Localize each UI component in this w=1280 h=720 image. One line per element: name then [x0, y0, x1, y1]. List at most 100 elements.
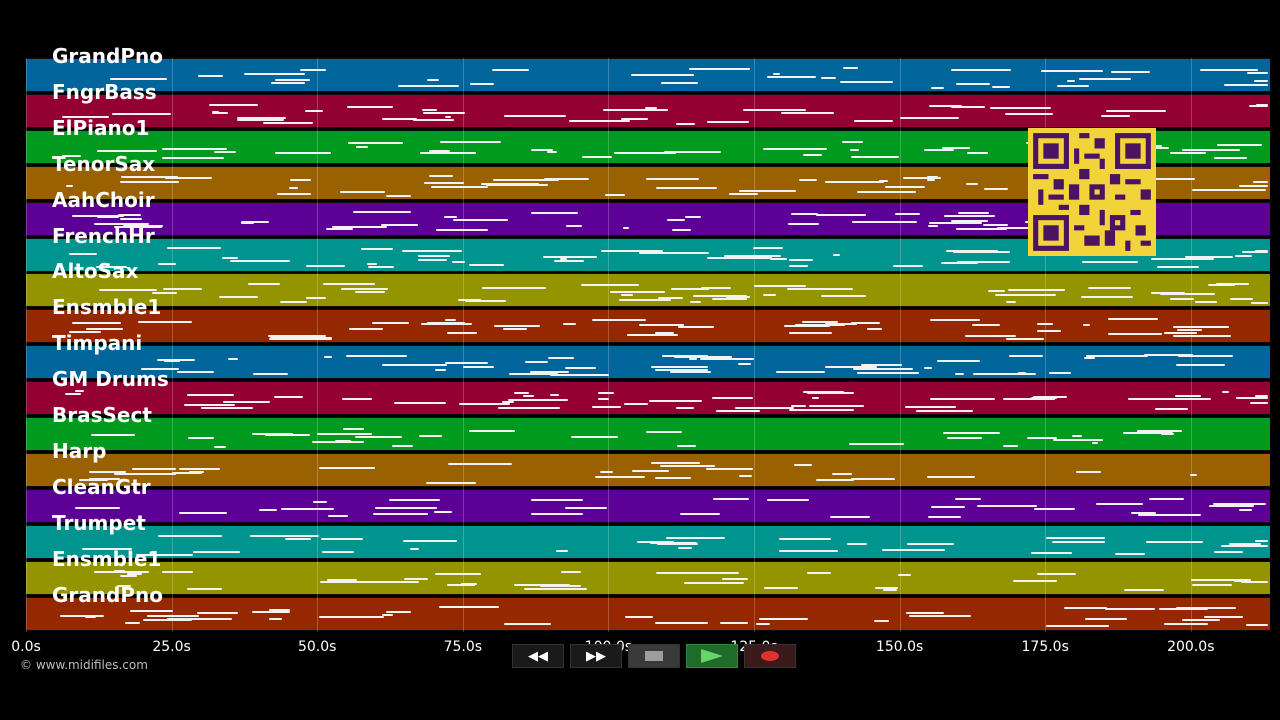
note-mark	[683, 581, 744, 584]
note-mark	[645, 107, 658, 110]
note-mark	[394, 401, 446, 404]
track-lane	[26, 560, 1270, 595]
note-mark	[595, 475, 645, 478]
note-mark	[619, 298, 672, 301]
note-mark	[929, 222, 983, 225]
note-mark	[930, 398, 996, 401]
note-mark	[458, 299, 481, 302]
note-mark	[688, 67, 751, 70]
note-mark	[630, 74, 695, 77]
track-label: CleanGtr	[52, 474, 151, 499]
note-mark	[417, 258, 447, 261]
note-mark	[271, 81, 305, 84]
note-mark	[156, 359, 196, 362]
time-tick-label: 75.0s	[443, 639, 483, 655]
note-mark	[324, 356, 332, 359]
note-mark	[655, 186, 718, 189]
note-mark	[1075, 471, 1102, 474]
play-icon	[701, 649, 723, 663]
note-mark	[111, 113, 172, 116]
note-mark	[791, 405, 806, 408]
note-mark	[158, 535, 223, 538]
note-mark	[152, 292, 177, 295]
note-mark	[852, 221, 917, 224]
play-button[interactable]	[686, 644, 738, 668]
note-mark	[361, 247, 394, 250]
note-mark	[842, 67, 858, 70]
note-mark	[564, 367, 597, 370]
note-mark	[525, 361, 548, 364]
note-mark	[952, 250, 1010, 253]
note-mark	[893, 264, 923, 267]
note-mark	[372, 321, 410, 324]
note-mark	[177, 371, 214, 374]
note-mark	[1163, 623, 1208, 626]
note-mark	[549, 394, 560, 397]
note-mark	[402, 249, 462, 252]
note-mark	[524, 587, 587, 590]
note-mark	[624, 403, 648, 406]
note-mark	[413, 118, 455, 121]
note-mark	[167, 617, 233, 620]
note-mark	[781, 111, 834, 114]
note-mark	[825, 180, 884, 183]
note-mark	[764, 587, 799, 590]
note-mark	[440, 141, 460, 144]
note-mark	[1161, 433, 1174, 436]
note-mark	[549, 374, 609, 377]
note-mark	[655, 332, 675, 335]
note-mark	[857, 191, 917, 194]
note-mark	[941, 262, 978, 265]
note-mark	[947, 436, 982, 439]
note-mark	[1234, 255, 1253, 258]
note-mark	[1144, 177, 1195, 180]
note-mark	[897, 574, 911, 577]
note-mark	[1254, 539, 1268, 542]
note-mark	[660, 82, 698, 85]
record-button[interactable]	[744, 644, 796, 668]
note-mark	[453, 218, 509, 221]
note-mark	[928, 225, 938, 228]
note-mark	[1216, 283, 1249, 285]
note-mark	[1239, 509, 1253, 512]
note-mark	[955, 228, 1007, 231]
note-mark	[340, 191, 385, 194]
note-mark	[68, 331, 101, 334]
note-mark	[759, 618, 809, 621]
note-mark	[1252, 180, 1268, 183]
note-mark	[636, 540, 674, 543]
note-mark	[601, 250, 663, 253]
record-icon	[761, 651, 779, 661]
note-mark	[670, 371, 711, 374]
note-mark	[513, 584, 571, 587]
note-mark	[448, 462, 512, 465]
note-mark	[427, 79, 440, 82]
note-mark	[236, 118, 285, 121]
note-mark	[707, 257, 773, 260]
stop-button[interactable]	[628, 644, 680, 668]
note-mark	[1045, 536, 1106, 539]
fast-forward-button[interactable]: ▶▶	[570, 644, 622, 668]
note-mark	[304, 109, 323, 112]
note-mark	[219, 296, 258, 299]
note-mark	[1163, 331, 1197, 334]
note-mark	[389, 498, 441, 501]
note-mark	[240, 221, 254, 224]
note-mark	[614, 152, 676, 155]
note-mark	[1169, 151, 1206, 154]
note-mark	[461, 583, 477, 586]
note-mark	[425, 481, 477, 484]
note-mark	[418, 434, 442, 437]
note-mark	[754, 285, 807, 288]
note-mark	[1037, 322, 1053, 325]
note-mark	[591, 319, 646, 322]
note-mark	[163, 360, 181, 363]
note-mark	[253, 372, 288, 375]
note-mark	[689, 357, 698, 360]
note-mark	[793, 463, 813, 466]
note-mark	[1084, 617, 1127, 620]
note-mark	[851, 155, 900, 158]
note-mark	[672, 228, 691, 231]
note-mark	[469, 264, 504, 267]
rewind-button[interactable]: ◀◀	[512, 644, 564, 668]
